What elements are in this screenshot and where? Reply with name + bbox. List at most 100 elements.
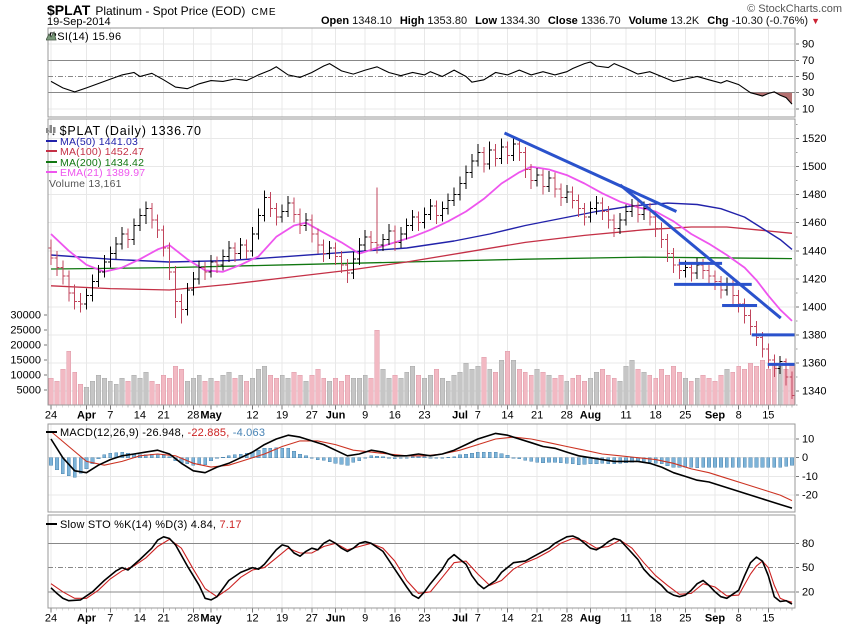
svg-text:19: 19 <box>276 410 288 422</box>
line-swatch-icon <box>46 171 57 174</box>
svg-text:18: 18 <box>650 410 662 422</box>
svg-text:Jul: Jul <box>452 410 468 422</box>
legend-text-symbol: $PLAT (Daily) 1336.70 <box>59 124 202 138</box>
rsi-legend-text: RSI(14) 15.96 <box>49 31 122 43</box>
svg-text:5000: 5000 <box>17 385 41 397</box>
sto-legend: Slow STO %K(14) %D(3) 4.84, 7.17 <box>46 519 242 531</box>
rsi-oversold-fill <box>50 92 793 105</box>
quote-label-chg: Chg <box>707 15 729 27</box>
svg-text:1420: 1420 <box>802 273 826 285</box>
svg-text:27: 27 <box>306 410 318 422</box>
svg-text:14: 14 <box>501 613 513 625</box>
legend-row-ma100: MA(100) 1452.47 <box>46 146 202 159</box>
svg-text:21: 21 <box>531 410 543 422</box>
legend-text-volume: Volume 13,161 <box>49 177 122 190</box>
price-volume-bars <box>48 329 795 406</box>
quote-value-volume: 13.2K <box>670 15 700 27</box>
line-swatch-icon <box>46 140 57 142</box>
svg-text:1480: 1480 <box>802 189 826 201</box>
svg-text:Apr: Apr <box>77 410 97 422</box>
line-swatch-icon <box>46 431 57 433</box>
svg-text:Aug: Aug <box>580 410 601 422</box>
svg-text:1500: 1500 <box>802 161 826 173</box>
macd-legend-part-3: -4.063 <box>229 427 266 439</box>
macd-signal-line <box>50 431 793 502</box>
sto-k-line <box>50 535 793 605</box>
svg-text:23: 23 <box>418 410 430 422</box>
legend-text-ma100: MA(100) 1452.47 <box>60 146 145 159</box>
svg-text:21: 21 <box>531 613 543 625</box>
macd-legend: MACD(12,26,9) -26.948, -22.885, -4.063 <box>46 427 265 439</box>
svg-text:16: 16 <box>389 410 401 422</box>
legend-row-ma50: MA(50) 1441.03 <box>46 137 202 147</box>
svg-text:14: 14 <box>501 410 513 422</box>
ma200-line <box>50 256 793 270</box>
svg-text:9: 9 <box>362 410 368 422</box>
svg-text:15: 15 <box>762 410 774 422</box>
svg-text:15000: 15000 <box>10 355 41 367</box>
svg-text:-10: -10 <box>802 471 818 483</box>
ma100-line <box>50 226 793 291</box>
svg-text:19: 19 <box>276 613 288 625</box>
svg-text:1440: 1440 <box>802 245 826 257</box>
svg-text:24: 24 <box>45 410 57 422</box>
svg-text:0: 0 <box>802 452 808 464</box>
quote-label-open: Open <box>320 15 350 27</box>
svg-text:14: 14 <box>134 613 146 625</box>
svg-text:27: 27 <box>306 613 318 625</box>
change-down-triangle-icon: ▼ <box>811 16 820 26</box>
svg-text:25: 25 <box>679 613 691 625</box>
svg-text:Jun: Jun <box>326 410 346 422</box>
svg-text:1400: 1400 <box>802 301 826 313</box>
svg-text:Apr: Apr <box>77 613 97 625</box>
macd-legend-part-1: MACD(12,26,9) -26.948, <box>60 427 185 439</box>
svg-text:50: 50 <box>802 562 814 574</box>
exchange: CME <box>251 7 277 18</box>
svg-text:7: 7 <box>475 410 481 422</box>
svg-text:10: 10 <box>802 433 814 445</box>
svg-text:50: 50 <box>802 71 814 83</box>
svg-text:90: 90 <box>802 39 814 51</box>
svg-text:28: 28 <box>187 613 199 625</box>
legend-row-ema21: EMA(21) 1389.97 <box>46 168 202 178</box>
symbol: $PLAT <box>47 2 91 18</box>
macd-legend-part-2: -22.885, <box>184 427 230 439</box>
svg-text:-20: -20 <box>802 490 818 502</box>
svg-text:30000: 30000 <box>10 310 41 322</box>
legend-row-ma200: MA(200) 1434.42 <box>46 158 202 168</box>
line-swatch-icon <box>46 160 57 163</box>
axis-labels: 9070503010152015001480146014401420140013… <box>10 39 826 625</box>
symbol-description: Platinum - Spot Price (EOD) <box>95 4 246 18</box>
svg-text:Sep: Sep <box>705 410 725 422</box>
sto-d-line <box>50 537 793 603</box>
up-candles <box>84 135 783 375</box>
svg-text:28: 28 <box>561 410 573 422</box>
svg-text:Jun: Jun <box>326 613 346 625</box>
trendline-annotations <box>503 131 795 366</box>
trendline-1 <box>503 131 678 213</box>
svg-text:12: 12 <box>246 613 258 625</box>
svg-text:May: May <box>200 410 222 422</box>
legend-text-ema21: EMA(21) 1389.97 <box>60 167 146 180</box>
trendline-2 <box>619 183 782 320</box>
quote-label-volume: Volume <box>628 15 668 27</box>
stockcharts-copyright-link[interactable]: © StockCharts.com <box>747 3 842 15</box>
quote-value-high: 1353.80 <box>427 15 468 27</box>
price-candles <box>48 135 795 399</box>
svg-text:25000: 25000 <box>10 325 41 337</box>
line-swatch-icon <box>46 523 57 525</box>
svg-text:18: 18 <box>650 613 662 625</box>
svg-text:21: 21 <box>157 410 169 422</box>
svg-text:24: 24 <box>45 613 57 625</box>
svg-text:1360: 1360 <box>802 357 826 369</box>
quote-label-close: Close <box>547 15 578 27</box>
price-grid <box>48 119 795 405</box>
quote-bar: Open 1348.10 High 1353.80 Low 1334.30 Close 133… <box>313 15 820 27</box>
quote-value-low: 1334.30 <box>500 15 540 27</box>
svg-text:7: 7 <box>475 613 481 625</box>
svg-text:May: May <box>200 613 222 625</box>
quote-value-open: 1348.10 <box>352 15 392 27</box>
svg-text:30: 30 <box>802 87 814 99</box>
